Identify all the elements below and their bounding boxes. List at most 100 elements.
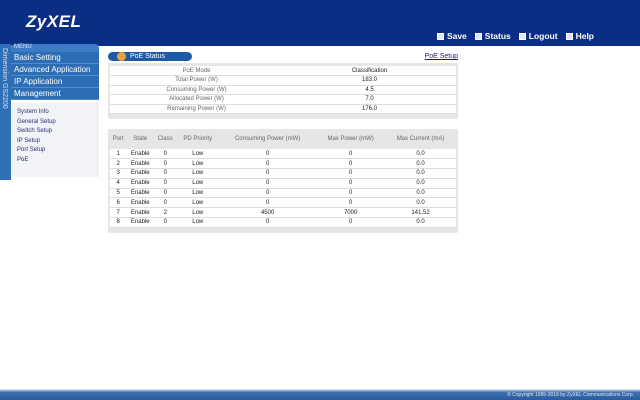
table-cell: 0	[219, 197, 317, 209]
table-cell: 0.0	[385, 149, 456, 160]
column-header: Port	[110, 129, 127, 149]
summary-label: PoE Mode	[110, 66, 283, 76]
table-cell: Enable	[126, 197, 155, 209]
status-link[interactable]: Status	[474, 31, 511, 41]
table-cell: 4500	[219, 207, 317, 219]
status-icon	[474, 32, 482, 40]
table-cell: 0	[316, 217, 386, 228]
table-cell: 0	[154, 168, 177, 179]
summary-row: Allocated Power (W) 7.0	[110, 94, 456, 105]
submenu-port-setup[interactable]: Port Setup	[17, 147, 46, 153]
column-header: Max Power (mW)	[316, 129, 386, 149]
table-cell: 7	[110, 207, 127, 219]
zyxel-logo: ZyXEL	[26, 12, 82, 31]
main-menu: MENU Basic Setting Advanced Application …	[11, 44, 99, 100]
table-cell: Enable	[126, 168, 155, 179]
side-label: Dimension GS2200	[1, 48, 8, 109]
table-cell: 2	[110, 158, 127, 170]
poe-summary-box: PoE Mode Classification Total Power (W) 183…	[108, 63, 458, 119]
menu-title: MENU	[11, 44, 99, 52]
table-cell: 0	[316, 188, 386, 199]
table-cell: Enable	[126, 217, 155, 228]
footer: © Copyright 1995-2018 by ZyXEL Communica…	[0, 389, 640, 400]
column-header: Max Current (mA)	[385, 129, 456, 149]
status-label: Status	[484, 31, 511, 41]
help-link[interactable]: Help	[565, 31, 594, 41]
table-cell: 141.52	[385, 207, 456, 219]
table-cell: Low	[176, 217, 220, 228]
poe-summary-table: PoE Mode Classification Total Power (W) 183…	[110, 66, 456, 114]
table-cell: 0.0	[385, 188, 456, 199]
table-cell: 2	[154, 207, 177, 219]
help-label: Help	[575, 31, 594, 41]
table-cell: 0	[316, 158, 386, 170]
table-cell: 0	[154, 158, 177, 170]
table-cell: Low	[176, 178, 220, 189]
logout-icon	[518, 32, 526, 40]
table-cell: Enable	[126, 158, 155, 170]
summary-value: 183.0	[283, 75, 456, 86]
column-header: Consuming Power (mW)	[219, 129, 317, 149]
table-row: 8 Enable 0 Low 0 0 0.0	[110, 217, 456, 228]
column-header: PD Priority	[176, 129, 220, 149]
menu-advanced-application[interactable]: Advanced Application	[11, 64, 99, 76]
table-cell: 0	[316, 168, 386, 179]
copyright: © Copyright 1995-2018 by ZyXEL Communica…	[507, 392, 634, 398]
table-cell: 0	[316, 149, 386, 160]
table-cell: 7000	[316, 207, 386, 219]
save-icon	[436, 32, 444, 40]
submenu-general-setup[interactable]: General Setup	[17, 118, 56, 125]
table-row: 1 Enable 0 Low 0 0 0.0	[110, 149, 456, 160]
table-row: 6 Enable 0 Low 0 0 0.0	[110, 197, 456, 209]
table-cell: 0	[316, 197, 386, 209]
table-cell: 0	[219, 217, 317, 228]
column-header: State	[126, 129, 155, 149]
table-cell: Low	[176, 197, 220, 209]
submenu-switch-setup[interactable]: Switch Setup	[17, 128, 53, 134]
table-cell: 0.0	[385, 197, 456, 209]
table-cell: 3	[110, 168, 127, 179]
save-link[interactable]: Save	[436, 31, 467, 41]
poe-setup-link[interactable]: PoE Setup	[424, 53, 458, 60]
menu-basic-setting[interactable]: Basic Setting	[11, 52, 99, 64]
table-cell: 0	[154, 188, 177, 199]
table-cell: 8	[110, 217, 127, 228]
page-title: PoE Status	[108, 52, 192, 61]
table-cell: 1	[110, 149, 127, 160]
submenu-ip-setup[interactable]: IP Setup	[17, 137, 40, 144]
table-row: 2 Enable 0 Low 0 0 0.0	[110, 158, 456, 170]
menu-ip-application[interactable]: IP Application	[11, 76, 99, 88]
summary-value: Classification	[283, 66, 456, 76]
side-label-strip: Dimension GS2200	[0, 44, 11, 180]
table-cell: 0	[219, 168, 317, 179]
summary-row: PoE Mode Classification	[110, 66, 456, 76]
page-title-text: PoE Status	[130, 53, 166, 60]
table-cell: 0	[154, 178, 177, 189]
table-cell: Low	[176, 158, 220, 170]
table-cell: 0.0	[385, 217, 456, 228]
table-cell: 0	[316, 178, 386, 189]
table-cell: 0	[154, 217, 177, 228]
submenu-poe[interactable]: PoE	[17, 156, 29, 163]
save-label: Save	[446, 31, 467, 41]
table-cell: 0	[154, 149, 177, 160]
summary-row: Total Power (W) 183.0	[110, 75, 456, 86]
logout-link[interactable]: Logout	[518, 31, 558, 41]
column-header: Class	[154, 129, 177, 149]
summary-value: 4.5	[283, 85, 456, 95]
table-cell: 0.0	[385, 178, 456, 189]
menu-management[interactable]: Management	[11, 88, 99, 100]
table-row: 7 Enable 2 Low 4500 7000 141.52	[110, 207, 456, 219]
logout-label: Logout	[528, 31, 558, 41]
summary-label: Total Power (W)	[110, 75, 283, 86]
help-icon	[565, 32, 573, 40]
table-cell: Low	[176, 149, 220, 160]
table-cell: 5	[110, 188, 127, 199]
summary-label: Remaining Power (W)	[110, 104, 283, 114]
table-cell: 0	[219, 158, 317, 170]
top-links: Save Status Logout Help	[436, 31, 594, 41]
table-cell: Enable	[126, 188, 155, 199]
submenu-system-info[interactable]: System Info	[17, 109, 49, 115]
table-cell: Enable	[126, 178, 155, 189]
summary-row: Remaining Power (W) 176.0	[110, 104, 456, 114]
